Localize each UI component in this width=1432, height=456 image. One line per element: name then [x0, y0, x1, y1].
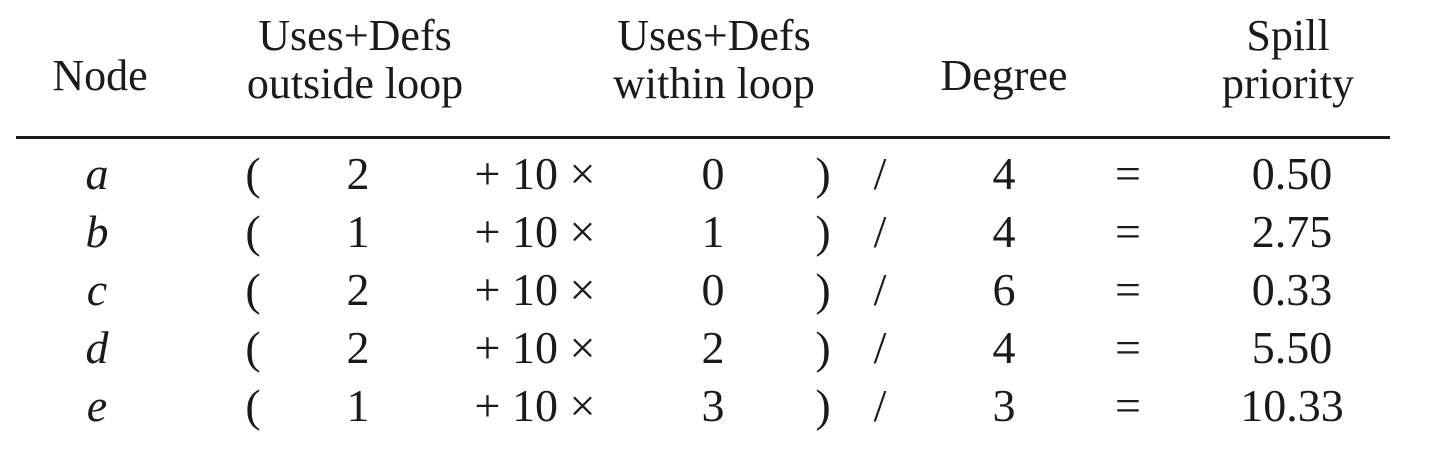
open-paren: ( [245, 264, 261, 315]
divide-sign: / [873, 322, 887, 373]
divide-sign: / [873, 206, 887, 257]
divide-sign: / [873, 380, 887, 431]
outside-loop-value: 2 [346, 322, 370, 373]
open-paren: ( [245, 380, 261, 431]
header-degree: Degree [940, 51, 1068, 100]
outside-loop-value: 2 [346, 264, 370, 315]
within-loop-value: 3 [701, 380, 725, 431]
close-paren: ) [815, 148, 831, 199]
spill-priority-value: 10.33 [1240, 380, 1344, 431]
table-row: d ( 2 + 10 × 2 ) / 4 = 5.50 [0, 320, 1432, 380]
node-label: b [85, 206, 109, 257]
table-row: a ( 2 + 10 × 0 ) / 4 = 0.50 [0, 146, 1432, 206]
degree-value: 4 [992, 322, 1016, 373]
spill-priority-value: 0.33 [1251, 264, 1333, 315]
equals-sign: = [1115, 322, 1141, 373]
within-loop-value: 0 [701, 148, 725, 199]
multiplier-expression: + 10 × [474, 206, 596, 257]
close-paren: ) [815, 206, 831, 257]
open-paren: ( [245, 322, 261, 373]
node-label: c [86, 264, 108, 315]
degree-value: 6 [992, 264, 1016, 315]
spill-priority-value: 5.50 [1251, 322, 1333, 373]
equals-sign: = [1115, 148, 1141, 199]
node-label: e [86, 380, 108, 431]
close-paren: ) [815, 322, 831, 373]
table-row: e ( 1 + 10 × 3 ) / 3 = 10.33 [0, 378, 1432, 438]
spill-priority-value: 2.75 [1251, 206, 1333, 257]
table-row: b ( 1 + 10 × 1 ) / 4 = 2.75 [0, 204, 1432, 264]
header-spill-priority: Spill priority [1222, 11, 1354, 108]
within-loop-value: 0 [701, 264, 725, 315]
open-paren: ( [245, 206, 261, 257]
outside-loop-value: 1 [346, 380, 370, 431]
divide-sign: / [873, 148, 887, 199]
node-label: a [85, 148, 109, 199]
equals-sign: = [1115, 380, 1141, 431]
header-uses-defs-outside-loop: Uses+Defs outside loop [246, 11, 464, 108]
header-uses-defs-within-loop: Uses+Defs within loop [613, 11, 815, 108]
equals-sign: = [1115, 264, 1141, 315]
node-label: d [85, 322, 109, 373]
outside-loop-value: 1 [346, 206, 370, 257]
degree-value: 4 [992, 148, 1016, 199]
open-paren: ( [245, 148, 261, 199]
outside-loop-value: 2 [346, 148, 370, 199]
header-node: Node [52, 51, 148, 100]
multiplier-expression: + 10 × [474, 264, 596, 315]
degree-value: 4 [992, 206, 1016, 257]
spill-priority-value: 0.50 [1251, 148, 1333, 199]
close-paren: ) [815, 264, 831, 315]
within-loop-value: 1 [701, 206, 725, 257]
multiplier-expression: + 10 × [474, 322, 596, 373]
within-loop-value: 2 [701, 322, 725, 373]
multiplier-expression: + 10 × [474, 380, 596, 431]
table-row: c ( 2 + 10 × 0 ) / 6 = 0.33 [0, 262, 1432, 322]
degree-value: 3 [992, 380, 1016, 431]
close-paren: ) [815, 380, 831, 431]
divide-sign: / [873, 264, 887, 315]
equals-sign: = [1115, 206, 1141, 257]
multiplier-expression: + 10 × [474, 148, 596, 199]
header-rule [16, 136, 1390, 139]
